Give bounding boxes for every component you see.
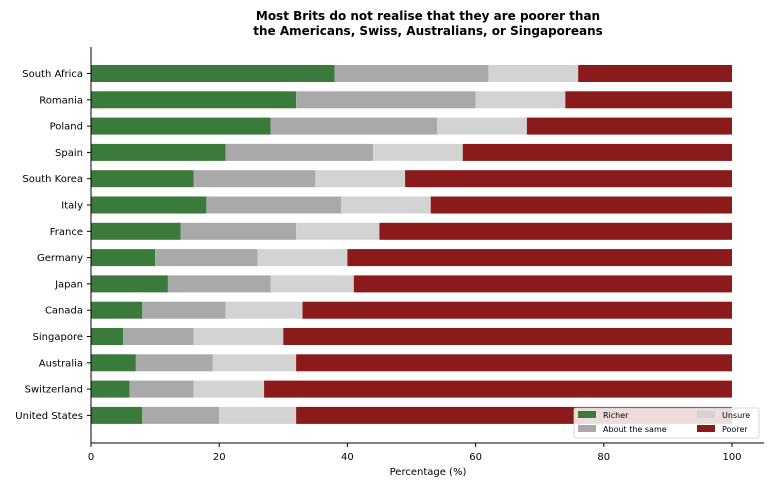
bar-south-korea-about-the-same xyxy=(193,170,316,188)
bar-germany-richer xyxy=(91,249,156,267)
y-tick-label: Australia xyxy=(39,358,83,369)
bar-canada-richer xyxy=(91,301,143,319)
bar-poland-about-the-same xyxy=(270,117,438,135)
legend: Richer Unsure About the same Poorer xyxy=(573,407,760,439)
bar-france-poorer xyxy=(379,222,732,240)
bar-south-africa-poorer xyxy=(578,65,732,82)
y-tick-label: Spain xyxy=(55,148,83,159)
x-ticks: 0 20 40 60 80 100 xyxy=(88,443,742,463)
bars-group xyxy=(91,65,732,424)
y-tick-labels: South Africa Romania Poland Spain South Kore… xyxy=(15,69,91,422)
bar-poland-richer xyxy=(91,117,271,135)
bar-singapore-unsure xyxy=(193,328,284,345)
y-tick-label: Japan xyxy=(54,279,83,290)
bar-australia-about-the-same xyxy=(135,354,213,372)
bar-poland-poorer xyxy=(526,117,732,135)
bar-germany-unsure xyxy=(257,249,348,267)
y-tick-label: Poland xyxy=(50,122,83,133)
y-tick-label: Switzerland xyxy=(25,385,83,396)
bar-australia-unsure xyxy=(212,354,297,372)
bar-japan-unsure xyxy=(270,275,354,293)
bar-romania-richer xyxy=(91,91,297,109)
bar-singapore-richer xyxy=(91,328,124,345)
y-tick-label: Romania xyxy=(39,95,83,106)
bar-canada-unsure xyxy=(225,301,303,319)
bar-germany-about-the-same xyxy=(155,249,258,267)
x-tick-label: 40 xyxy=(341,452,354,463)
bar-united-states-unsure xyxy=(219,406,297,424)
bar-poland-unsure xyxy=(437,117,527,135)
legend-swatch-richer xyxy=(578,411,596,418)
bar-japan-richer xyxy=(91,275,168,293)
bar-south-korea-richer xyxy=(91,170,194,188)
x-axis-label: Percentage (%) xyxy=(390,467,467,478)
bar-canada-about-the-same xyxy=(142,301,226,319)
bar-romania-about-the-same xyxy=(296,91,476,109)
bar-japan-poorer xyxy=(353,275,732,293)
bar-italy-richer xyxy=(91,196,207,214)
chart-title-line-1: Most Brits do not realise that they are … xyxy=(256,9,600,23)
bar-south-korea-poorer xyxy=(405,170,732,188)
y-tick-label: United States xyxy=(15,411,83,422)
bar-italy-unsure xyxy=(340,196,431,214)
bar-germany-poorer xyxy=(347,249,732,267)
y-tick-label: South Africa xyxy=(22,69,83,80)
bar-italy-poorer xyxy=(430,196,732,214)
legend-swatch-about-the-same xyxy=(578,425,596,432)
y-tick-label: France xyxy=(50,227,83,238)
bar-switzerland-about-the-same xyxy=(129,380,194,398)
bar-singapore-about-the-same xyxy=(123,328,194,345)
bar-south-africa-unsure xyxy=(488,65,579,82)
bar-france-unsure xyxy=(296,222,380,240)
y-tick-label: Singapore xyxy=(33,332,83,343)
x-tick-label: 100 xyxy=(722,452,741,463)
x-tick-label: 0 xyxy=(88,452,94,463)
legend-swatch-unsure xyxy=(697,411,715,418)
bar-south-africa-about-the-same xyxy=(334,65,489,82)
bar-canada-poorer xyxy=(302,301,732,319)
y-tick-label: Italy xyxy=(61,201,83,212)
bar-spain-unsure xyxy=(373,143,463,161)
bar-france-about-the-same xyxy=(180,222,297,240)
x-tick-label: 60 xyxy=(469,452,482,463)
bar-switzerland-poorer xyxy=(264,380,732,398)
bar-italy-about-the-same xyxy=(206,196,341,214)
x-tick-label: 20 xyxy=(213,452,226,463)
x-tick-label: 80 xyxy=(597,452,610,463)
bar-romania-poorer xyxy=(565,91,732,109)
chart-title-line-2: the Americans, Swiss, Australians, or Si… xyxy=(253,24,603,38)
bar-spain-about-the-same xyxy=(225,143,374,161)
legend-swatch-poorer xyxy=(697,425,715,432)
bar-singapore-poorer xyxy=(283,328,732,345)
legend-label-unsure: Unsure xyxy=(722,411,750,420)
bar-south-africa-richer xyxy=(91,65,335,82)
bar-france-richer xyxy=(91,222,181,240)
bar-switzerland-richer xyxy=(91,380,130,398)
bar-south-korea-unsure xyxy=(315,170,406,188)
bar-spain-richer xyxy=(91,143,226,161)
bar-australia-poorer xyxy=(296,354,732,372)
bar-united-states-about-the-same xyxy=(142,406,220,424)
legend-label-richer: Richer xyxy=(603,411,629,420)
y-tick-label: Canada xyxy=(45,306,83,317)
bar-spain-poorer xyxy=(462,143,732,161)
bar-australia-richer xyxy=(91,354,136,372)
y-tick-label: Germany xyxy=(37,253,83,264)
bar-switzerland-unsure xyxy=(193,380,265,398)
bar-japan-about-the-same xyxy=(167,275,271,293)
legend-label-poorer: Poorer xyxy=(722,425,748,434)
bar-united-states-richer xyxy=(91,406,143,424)
y-tick-label: South Korea xyxy=(22,174,83,185)
bar-romania-unsure xyxy=(475,91,566,109)
legend-label-about-the-same: About the same xyxy=(603,425,667,434)
